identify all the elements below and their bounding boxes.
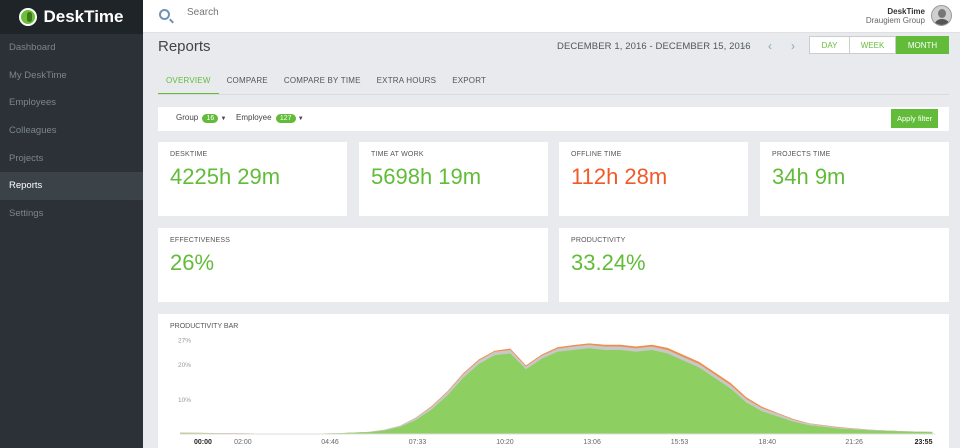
x-tick-label: 15:53 [671,439,689,446]
caret-down-icon: ▼ [297,116,304,122]
group-count-badge: 16 [202,114,219,123]
y-tick-label: 10% [178,397,191,404]
x-tick-label: 07:33 [409,439,427,446]
stat-value: 33.24% [571,250,646,275]
employee-filter-label: Employee [236,113,272,122]
stat-label: OFFLINE TIME [571,151,622,158]
productivity-bar-card: PRODUCTIVITY BAR 27% 20% 10% 00:00 02:00 04:4… [158,314,949,448]
user-name: DeskTime [887,7,925,16]
x-tick-label: 21:26 [845,439,863,446]
search-icon[interactable] [159,9,170,20]
stat-card-productivity: PRODUCTIVITY 33.24% [559,228,949,302]
tab-export[interactable]: EXPORT [452,76,487,85]
sidebar-item-projects[interactable]: Projects [9,152,44,164]
app-logo[interactable]: DeskTime [0,0,143,34]
day-button[interactable]: DAY [809,36,850,54]
series-area-productive [180,348,933,434]
date-range-label[interactable]: DECEMBER 1, 2016 - DECEMBER 15, 2016 [557,41,751,52]
stat-card-projects-time: PROJECTS TIME 34h 9m [760,142,949,216]
chevron-down-icon[interactable]: ⌄ [739,40,748,51]
report-tabs: OVERVIEW COMPARE COMPARE BY TIME EXTRA H… [158,71,494,95]
stat-label: DESKTIME [170,151,208,158]
month-button[interactable]: MONTH [896,36,949,54]
search-input[interactable] [187,7,347,18]
chart-title: PRODUCTIVITY BAR [170,323,239,330]
employee-filter[interactable]: Employee 127 ▼ [236,113,304,123]
stat-label: PROJECTS TIME [772,151,831,158]
stat-value: 5698h 19m [371,164,482,189]
tab-compare-by-time[interactable]: COMPARE BY TIME [283,76,361,85]
chevron-right-icon[interactable]: › [791,39,795,53]
x-tick-label: 18:40 [759,439,777,446]
caret-down-icon: ▼ [220,116,227,122]
x-tick-label: 02:00 [234,439,252,446]
productivity-chart: 27% 20% 10% 00:00 02:00 04:46 07:33 10:20 13:06 1… [178,338,935,446]
stat-label: PRODUCTIVITY [571,237,626,244]
stat-value: 26% [170,250,215,275]
globe-logo-icon [19,8,38,26]
sidebar: DeskTime Dashboard My DeskTime Employees… [0,0,143,448]
stat-label: TIME AT WORK [371,151,424,158]
stat-value: 34h 9m [772,164,846,189]
tab-extra-hours[interactable]: EXTRA HOURS [376,76,437,85]
stat-value: 112h 28m [571,164,668,189]
x-tick-label: 13:06 [583,439,601,446]
sidebar-item-settings[interactable]: Settings [9,207,44,219]
sidebar-item-dashboard[interactable]: Dashboard [9,42,56,54]
filter-bar: Group 16 ▼ Employee 127 ▼ Apply filter [158,107,949,131]
x-tick-label: 23:55 [915,439,933,446]
y-tick-label: 27% [178,338,191,345]
employee-count-badge: 127 [275,114,296,123]
stat-card-time-at-work: TIME AT WORK 5698h 19m [359,142,548,216]
tab-overview[interactable]: OVERVIEW [158,71,219,95]
range-switch: DAY WEEK MONTH [809,36,949,54]
x-tick-label: 10:20 [496,439,514,446]
chevron-left-icon[interactable]: ‹ [768,39,772,53]
x-tick-label: 00:00 [194,439,212,446]
top-bar: DeskTime Draugiem Group [143,0,960,33]
avatar[interactable] [931,5,952,26]
user-info[interactable]: DeskTime Draugiem Group [866,7,925,25]
x-tick-label: 04:46 [321,439,339,446]
sidebar-nav: Dashboard My DeskTime Employees Colleagu… [0,34,143,227]
stat-card-desktime: DESKTIME 4225h 29m [158,142,347,216]
sidebar-item-employees[interactable]: Employees [9,97,56,109]
stat-label: EFFECTIVENESS [170,237,231,244]
sidebar-item-my-desktime[interactable]: My DeskTime [9,69,67,81]
app-name: DeskTime [43,7,124,26]
y-tick-label: 20% [178,362,191,369]
page-title: Reports [158,38,211,55]
tabs-divider [158,94,949,95]
group-filter-label: Group [176,113,199,122]
week-button[interactable]: WEEK [850,36,896,54]
tab-compare[interactable]: COMPARE [226,76,268,85]
user-org: Draugiem Group [865,16,925,25]
stat-card-offline-time: OFFLINE TIME 112h 28m [559,142,748,216]
sidebar-item-colleagues[interactable]: Colleagues [9,125,57,137]
stat-value: 4225h 29m [170,164,281,189]
stat-card-effectiveness: EFFECTIVENESS 26% [158,228,548,302]
sidebar-item-reports[interactable]: Reports [0,171,143,200]
apply-filter-button[interactable]: Apply filter [890,109,938,128]
group-filter[interactable]: Group 16 ▼ [176,113,226,123]
